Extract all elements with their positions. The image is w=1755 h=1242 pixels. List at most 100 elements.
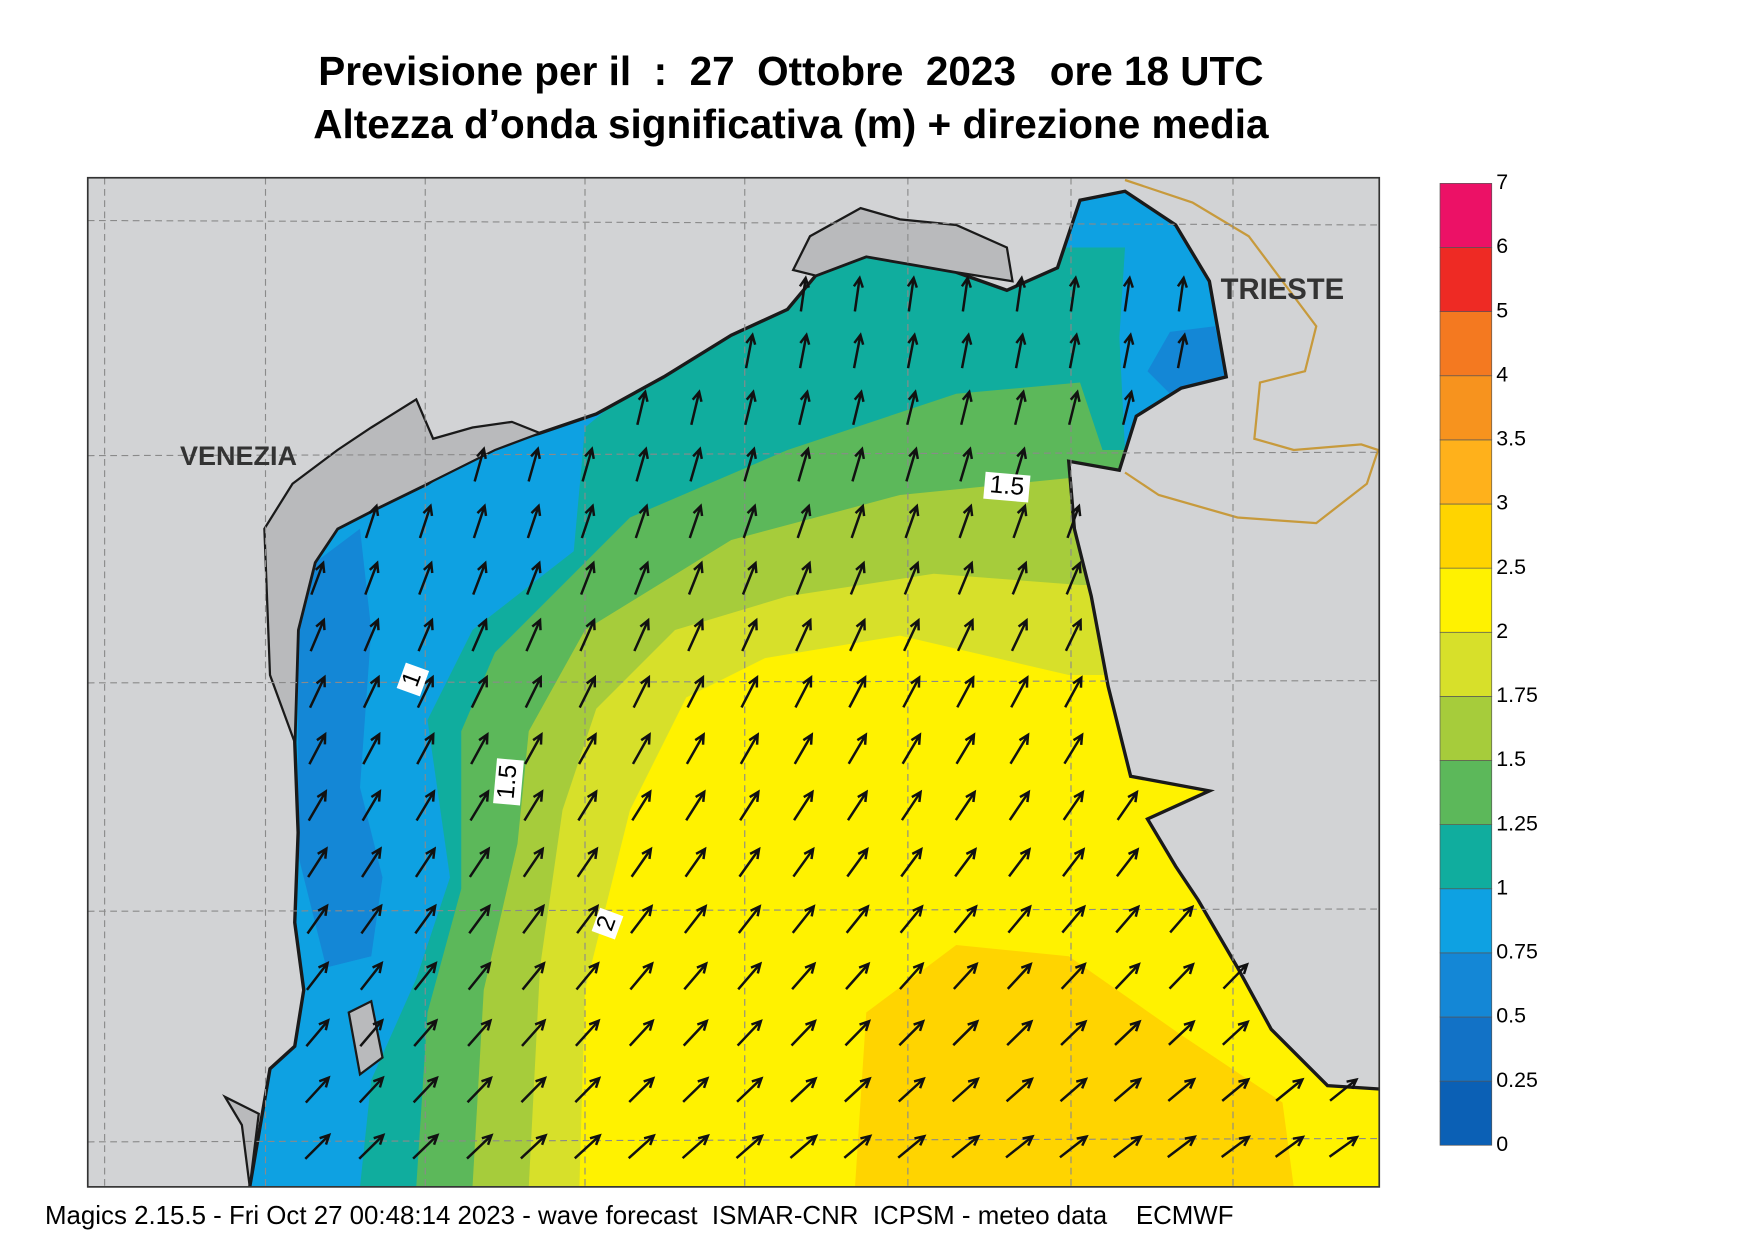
arrow — [792, 846, 815, 878]
arrow — [847, 732, 868, 765]
arrow — [793, 789, 814, 821]
arrow — [844, 1019, 871, 1047]
arrow — [683, 961, 708, 991]
arrow — [793, 732, 814, 765]
colorbar-bin — [1439, 952, 1493, 1018]
arrow — [1010, 617, 1028, 652]
arrow — [686, 674, 705, 709]
arrow — [954, 847, 977, 878]
arrow — [1062, 789, 1085, 821]
arrow — [795, 560, 812, 595]
arrow — [577, 789, 598, 822]
graticule — [87, 177, 1380, 1187]
colorbar-label: 6 — [1496, 234, 1508, 258]
arrow — [1011, 560, 1028, 595]
arrow — [1329, 1077, 1359, 1102]
colorbar-label: 2.5 — [1496, 555, 1526, 579]
arrow — [467, 961, 492, 991]
arrow — [744, 389, 757, 426]
colorbar-label: 0.75 — [1496, 940, 1538, 964]
arrow — [527, 446, 541, 482]
arrow — [791, 904, 816, 934]
arrow — [575, 961, 600, 991]
arrow — [361, 789, 382, 822]
arrow — [631, 732, 651, 765]
arrow — [955, 732, 976, 765]
arrow — [953, 904, 978, 934]
arrow — [307, 789, 328, 822]
arrow — [414, 903, 437, 935]
arrow — [1066, 503, 1082, 539]
arrow — [958, 503, 974, 539]
arrow — [358, 1075, 385, 1104]
arrow — [959, 446, 974, 482]
arrow — [364, 503, 380, 539]
arrow — [362, 731, 381, 765]
contour-label: 1 — [396, 662, 430, 697]
arrow — [470, 732, 489, 765]
arrow — [1005, 1077, 1034, 1103]
arrow — [579, 617, 596, 652]
arrow — [906, 332, 919, 369]
arrow — [740, 674, 759, 709]
arrow — [1059, 1077, 1089, 1103]
colorbar-label: 4 — [1496, 362, 1508, 386]
arrow — [472, 503, 488, 539]
arrow — [471, 617, 488, 652]
arrow — [846, 846, 869, 878]
arrow — [576, 846, 599, 878]
arrow — [1169, 904, 1195, 934]
arrow — [1006, 962, 1033, 990]
arrow — [1222, 962, 1249, 990]
arrow — [954, 789, 977, 821]
arrow — [843, 1134, 873, 1159]
arrow — [952, 961, 979, 990]
arrow — [1009, 732, 1030, 765]
arrow — [304, 1133, 332, 1160]
arrow — [308, 731, 327, 765]
arrow — [902, 617, 920, 652]
title: Previsione per il : 27 Ottobre 2023 ore … — [318, 48, 1263, 94]
colorbar-bin — [1439, 1080, 1493, 1146]
map: VENEZIA TRIESTE 1.5 1 1.5 2 — [86, 176, 1381, 1188]
arrow — [526, 503, 542, 539]
colorbar-bin — [1439, 567, 1493, 633]
arrow — [738, 846, 761, 878]
arrow — [688, 503, 704, 539]
arrow — [360, 903, 383, 935]
arrow — [472, 560, 488, 596]
arrow — [1068, 275, 1080, 312]
arrow — [1115, 847, 1140, 877]
arrow — [687, 560, 704, 595]
arrow — [573, 1133, 602, 1160]
place-label: TRIESTE — [1221, 274, 1345, 306]
arrow — [414, 846, 437, 878]
arrow — [418, 503, 434, 539]
arrow — [898, 1019, 926, 1047]
arrow — [580, 503, 596, 539]
arrow — [899, 904, 924, 934]
colorbar-label: 2 — [1496, 619, 1508, 643]
arrow — [901, 732, 922, 765]
arrow — [630, 904, 654, 934]
arrow — [736, 1076, 764, 1103]
arrow — [632, 674, 651, 709]
arrow — [363, 617, 380, 652]
arrow — [845, 961, 871, 990]
arrow — [308, 674, 326, 709]
arrow — [1064, 617, 1082, 652]
arrow — [844, 1076, 872, 1103]
arrow — [682, 1076, 710, 1103]
arrow — [417, 617, 434, 652]
arrow — [1328, 1135, 1360, 1158]
arrow — [358, 1133, 386, 1160]
map-frame — [86, 176, 1381, 1188]
arrow — [1007, 904, 1032, 934]
arrow — [956, 675, 975, 708]
arrow — [794, 675, 813, 708]
colorbar-bin — [1439, 375, 1493, 441]
arrow — [581, 446, 595, 482]
arrow — [797, 446, 812, 482]
arrow — [413, 1018, 439, 1047]
arrow — [1008, 847, 1032, 878]
